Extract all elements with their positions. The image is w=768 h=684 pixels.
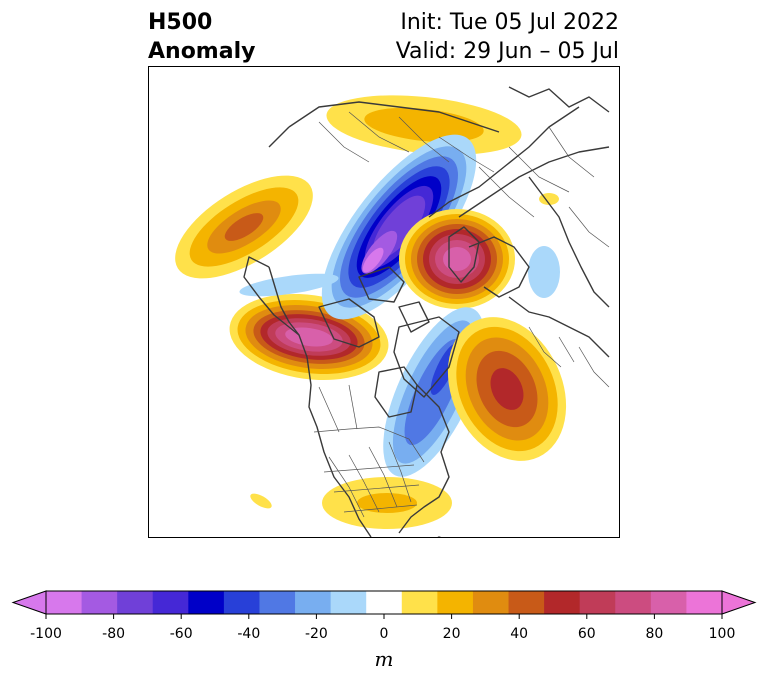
colorbar-bin bbox=[188, 591, 225, 614]
colorbar-tick-label: -80 bbox=[102, 626, 126, 642]
borders bbox=[313, 111, 610, 518]
colorbar-tick-label: -20 bbox=[304, 626, 328, 642]
colorbar-bin bbox=[437, 591, 474, 614]
init-time-label: Init: Tue 05 Jul 2022 bbox=[400, 10, 619, 35]
colorbar-bin bbox=[401, 591, 438, 614]
colorbar-extend-low bbox=[11, 590, 47, 615]
colorbar-bin bbox=[259, 591, 296, 614]
colorbar-bin bbox=[508, 591, 545, 614]
colorbar-bin bbox=[544, 591, 581, 614]
colorbar-tick-label: -40 bbox=[237, 626, 261, 642]
north-pacific-ridge bbox=[175, 175, 313, 279]
colorbar-bin bbox=[223, 591, 260, 614]
title-field: Anomaly bbox=[148, 39, 256, 64]
colorbar-tick-label: -60 bbox=[169, 626, 193, 642]
colorbar-bin bbox=[686, 591, 723, 614]
colorbar-tick-label: 40 bbox=[510, 626, 529, 642]
colorbar: -100 -80 -60 -40 -20 0 20 40 60 80 100 m bbox=[0, 585, 768, 684]
colorbar-tick-label: 20 bbox=[442, 626, 461, 642]
colorbar-bin bbox=[650, 591, 687, 614]
colorbar-bin bbox=[579, 591, 616, 614]
colorbar-bin bbox=[366, 591, 403, 614]
colorbar-unit-label: m bbox=[374, 647, 394, 671]
title-right: Init: Tue 05 Jul 2022 Valid: 29 Jun – 05… bbox=[396, 8, 619, 66]
scandinavia-ridge bbox=[399, 209, 515, 309]
colorbar-bin bbox=[330, 591, 367, 614]
colorbar-tick-label: 0 bbox=[379, 626, 389, 642]
colorbar-bin bbox=[81, 591, 118, 614]
colorbar-extend-high bbox=[721, 590, 757, 615]
colorbar-tick-label: 80 bbox=[645, 626, 664, 642]
valid-period-label: Valid: 29 Jun – 05 Jul bbox=[395, 39, 619, 64]
title-left: H500 Anomaly bbox=[148, 8, 255, 66]
colorbar-bin bbox=[615, 591, 652, 614]
title-variable: H500 bbox=[148, 10, 213, 35]
colorbar-strip bbox=[11, 590, 757, 619]
atlantic-ridge bbox=[447, 317, 567, 461]
southeast-us-ridge bbox=[322, 477, 452, 529]
anomaly-map bbox=[149, 67, 619, 537]
colorbar-bin bbox=[295, 591, 332, 614]
colorbar-tick-label: 60 bbox=[577, 626, 596, 642]
arctic-trough bbox=[321, 134, 477, 320]
colorbar-bin bbox=[152, 591, 189, 614]
colorbar-bin bbox=[46, 591, 82, 614]
colorbar-tick-label: -100 bbox=[30, 626, 62, 642]
colorbar-bin bbox=[117, 591, 154, 614]
coastlines bbox=[243, 86, 610, 537]
map-panel bbox=[148, 66, 620, 538]
colorbar-bin bbox=[472, 591, 509, 614]
colorbar-tick-label: 100 bbox=[708, 626, 736, 642]
